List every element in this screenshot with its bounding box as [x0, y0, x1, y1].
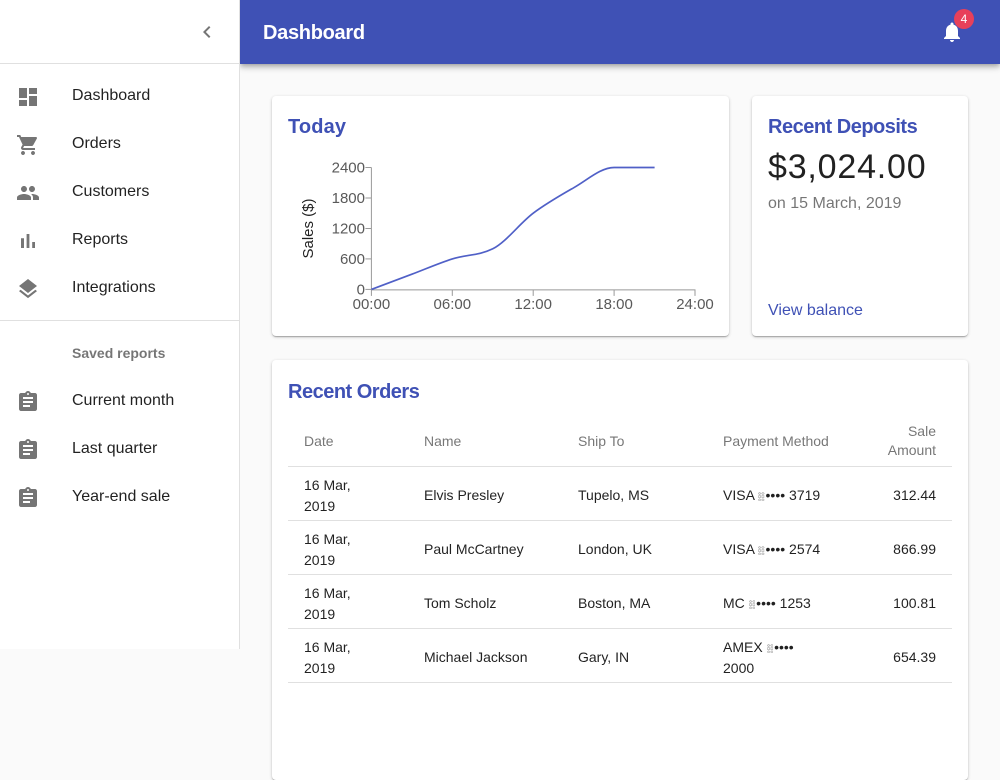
- svg-text:0: 0: [357, 281, 365, 298]
- svg-text:06:00: 06:00: [434, 296, 472, 313]
- svg-text:2400: 2400: [332, 160, 365, 177]
- svg-text:600: 600: [340, 251, 365, 268]
- svg-text:00:00: 00:00: [353, 296, 391, 313]
- svg-text:1200: 1200: [332, 221, 365, 238]
- svg-text:1800: 1800: [332, 190, 365, 207]
- svg-text:24:00: 24:00: [676, 296, 714, 313]
- svg-text:12:00: 12:00: [514, 296, 552, 313]
- svg-text:18:00: 18:00: [595, 296, 633, 313]
- svg-text:Sales ($): Sales ($): [300, 198, 317, 258]
